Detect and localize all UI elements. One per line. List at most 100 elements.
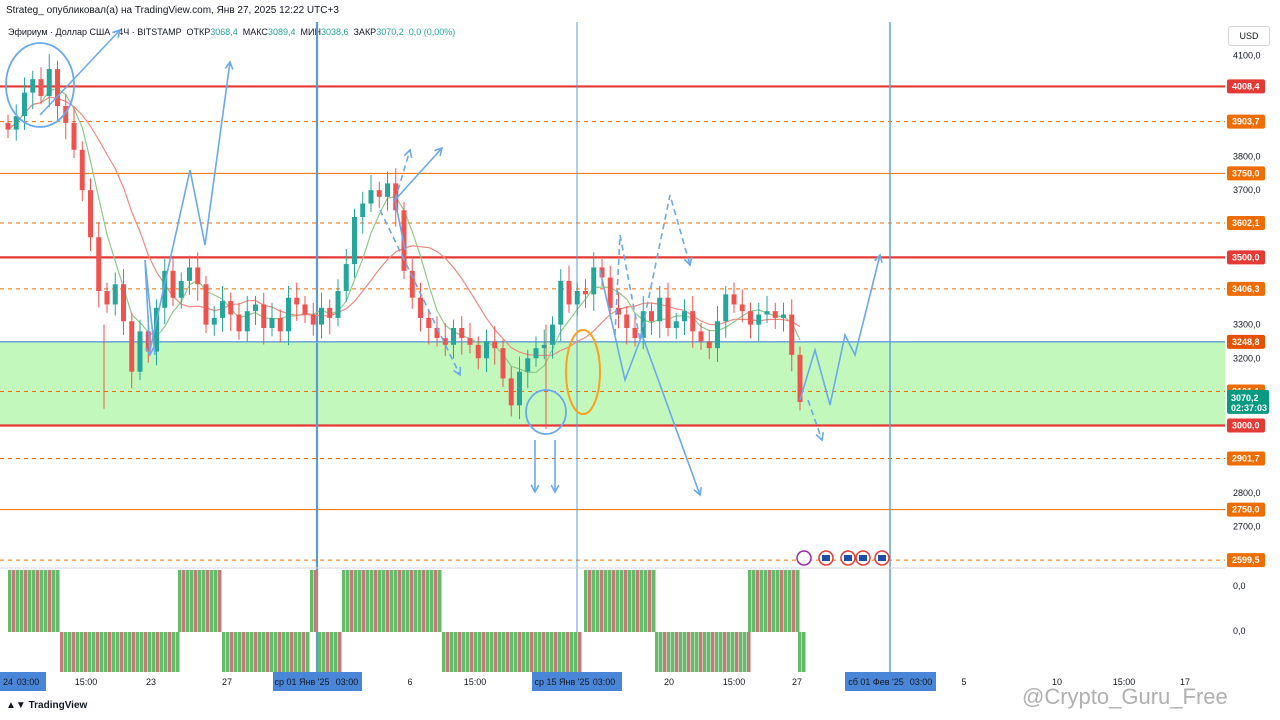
candle-body[interactable] — [484, 341, 489, 359]
symbol-name[interactable]: Эфириум · Доллар США · 4Ч · BITSTAMP — [8, 27, 182, 37]
candle-body[interactable] — [294, 297, 300, 305]
candle-body[interactable] — [434, 327, 440, 339]
candle-body[interactable] — [253, 304, 258, 312]
candle-body[interactable] — [731, 294, 737, 305]
candle-body[interactable] — [649, 311, 654, 322]
candle-body[interactable] — [500, 348, 506, 379]
drawn-circle[interactable] — [5, 42, 75, 128]
candle-body[interactable] — [145, 331, 151, 352]
drawn-arrow[interactable] — [799, 254, 881, 406]
candle-body[interactable] — [261, 304, 267, 328]
candle-body[interactable] — [286, 297, 291, 332]
candle-body[interactable] — [104, 291, 110, 305]
candle-body[interactable] — [739, 304, 745, 312]
candle-body[interactable] — [244, 311, 250, 332]
candle-body[interactable] — [352, 217, 357, 265]
candle-body[interactable] — [533, 348, 539, 359]
drawn-arrow[interactable] — [807, 399, 823, 441]
candle-body[interactable] — [162, 270, 168, 308]
candle-body[interactable] — [343, 264, 349, 291]
candle-body[interactable] — [129, 321, 135, 372]
drawn-arrow[interactable] — [144, 259, 156, 356]
candle-body[interactable] — [475, 344, 481, 359]
candle-body[interactable] — [723, 294, 729, 322]
candle-body[interactable] — [665, 297, 671, 328]
candle-body[interactable] — [38, 79, 44, 96]
candle-body[interactable] — [22, 92, 27, 117]
candle-body[interactable] — [236, 314, 242, 332]
candle-body[interactable] — [451, 327, 456, 345]
candle-body[interactable] — [409, 270, 415, 298]
drawn-arrow[interactable] — [599, 269, 701, 496]
drawn-arrow[interactable] — [379, 209, 461, 376]
candle-body[interactable] — [401, 210, 407, 271]
candle-body[interactable] — [137, 331, 143, 372]
candle-body[interactable] — [154, 307, 159, 352]
candle-body[interactable] — [376, 190, 382, 197]
currency-button[interactable]: USD — [1228, 26, 1270, 46]
candle-body[interactable] — [426, 317, 432, 328]
candle-body[interactable] — [195, 267, 201, 285]
drawn-arrow[interactable] — [394, 149, 411, 201]
candle-body[interactable] — [492, 341, 498, 349]
candle-body[interactable] — [764, 311, 770, 315]
candle-body[interactable] — [616, 307, 621, 315]
candle-body[interactable] — [781, 314, 786, 318]
candle-body[interactable] — [88, 190, 93, 238]
candle-body[interactable] — [541, 344, 547, 349]
candle-body[interactable] — [187, 267, 192, 281]
candle-body[interactable] — [360, 203, 366, 218]
candle-body[interactable] — [566, 280, 572, 305]
candle-body[interactable] — [203, 284, 209, 325]
candle-body[interactable] — [228, 301, 234, 315]
candle-body[interactable] — [335, 291, 341, 318]
lightning-event-icon[interactable] — [796, 550, 812, 566]
candle-body[interactable] — [385, 183, 390, 197]
candle-body[interactable] — [591, 267, 597, 295]
candle-body[interactable] — [79, 149, 85, 191]
candle-body[interactable] — [277, 317, 283, 332]
drawn-circle[interactable] — [525, 389, 567, 435]
candle-body[interactable] — [5, 122, 11, 130]
candle-body[interactable] — [748, 311, 753, 325]
candle-body[interactable] — [121, 284, 126, 322]
candle-body[interactable] — [797, 354, 803, 402]
candle-body[interactable] — [789, 314, 795, 355]
candle-body[interactable] — [13, 116, 19, 130]
candle-body[interactable] — [71, 122, 77, 150]
drawn-oval[interactable] — [565, 329, 601, 415]
candle-body[interactable] — [220, 301, 225, 318]
candle-body[interactable] — [508, 378, 514, 406]
candle-body[interactable] — [525, 358, 531, 372]
candle-body[interactable] — [682, 311, 687, 322]
candle-body[interactable] — [46, 69, 52, 96]
candle-body[interactable] — [517, 371, 522, 406]
candle-body[interactable] — [632, 327, 638, 339]
candle-body[interactable] — [624, 314, 630, 328]
candle-body[interactable] — [690, 311, 696, 332]
candle-body[interactable] — [583, 291, 588, 295]
candle-body[interactable] — [657, 297, 663, 322]
candle-body[interactable] — [302, 304, 308, 315]
candle-body[interactable] — [772, 311, 778, 318]
drawn-arrow[interactable] — [394, 147, 443, 251]
candle-body[interactable] — [269, 317, 275, 328]
drawn-arrow[interactable] — [149, 61, 231, 351]
candle-body[interactable] — [599, 267, 605, 278]
candle-body[interactable] — [698, 331, 704, 342]
candle-body[interactable] — [30, 79, 36, 93]
candle-body[interactable] — [211, 317, 217, 325]
drawn-arrow[interactable] — [39, 29, 121, 116]
candle-body[interactable] — [673, 321, 679, 328]
candle-body[interactable] — [558, 280, 564, 325]
candle-body[interactable] — [550, 324, 555, 345]
candle-body[interactable] — [756, 314, 762, 325]
candle-body[interactable] — [178, 280, 184, 298]
candle-body[interactable] — [170, 270, 176, 298]
candle-body[interactable] — [112, 284, 118, 305]
candle-body[interactable] — [327, 307, 333, 318]
candle-body[interactable] — [715, 321, 720, 349]
candle-body[interactable] — [459, 327, 465, 339]
candle-body[interactable] — [418, 297, 423, 318]
